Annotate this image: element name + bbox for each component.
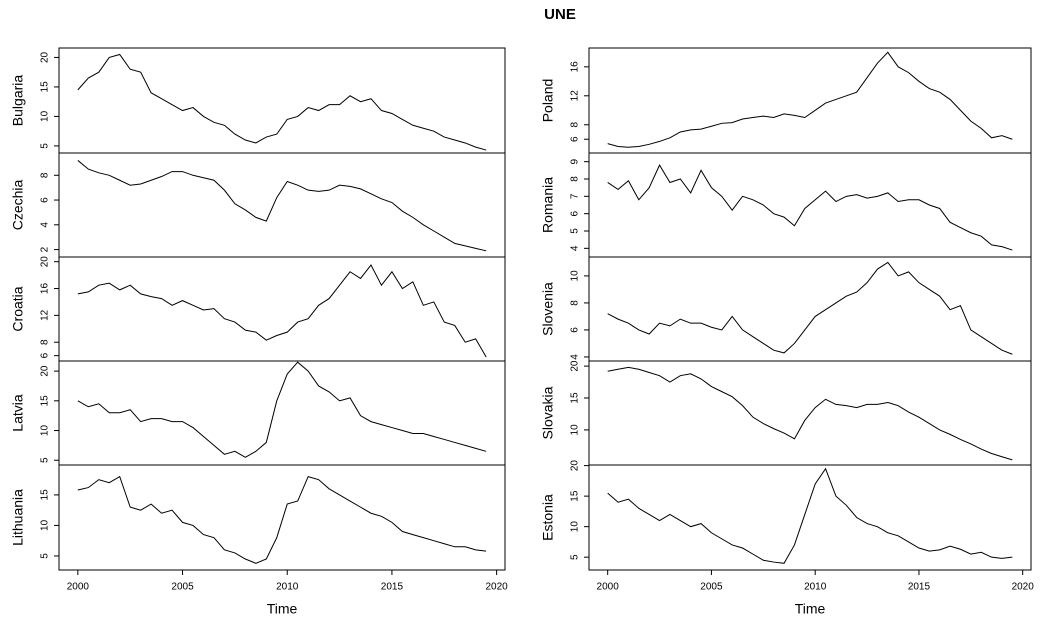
y-tick-label: 8 xyxy=(570,176,581,182)
y-tick-label: 10 xyxy=(570,521,581,533)
y-tick-label: 5 xyxy=(40,457,51,463)
x-tick-label: 2020 xyxy=(485,582,508,593)
panel-frame xyxy=(588,360,1032,466)
y-tick-label: 6 xyxy=(570,327,581,333)
y-axis-label: Romania xyxy=(540,177,556,233)
series-line xyxy=(77,53,487,151)
y-tick-label: 15 xyxy=(40,395,51,407)
y-tick-label: 4 xyxy=(570,245,581,251)
panel-frame xyxy=(588,47,1032,154)
y-tick-label: 5 xyxy=(570,228,581,234)
y-tick-label: 16 xyxy=(570,61,581,73)
x-tick-label: 2005 xyxy=(700,582,723,593)
y-axis-label: Czechia xyxy=(10,180,26,231)
y-tick-label: 9 xyxy=(570,158,581,164)
x-tick-label: 2010 xyxy=(276,582,299,593)
y-axis-label: Bulgaria xyxy=(10,75,26,127)
y-tick-label: 5 xyxy=(40,143,51,149)
y-tick-label: 8 xyxy=(570,122,581,128)
panel-frame xyxy=(58,256,506,362)
x-axis-label: Time xyxy=(795,601,826,617)
y-tick-label: 10 xyxy=(40,110,51,122)
y-tick-label: 7 xyxy=(570,193,581,199)
y-tick-label: 8 xyxy=(40,172,51,178)
y-axis-label: Latvia xyxy=(10,394,26,432)
y-tick-label: 10 xyxy=(570,270,581,282)
panel-frame xyxy=(58,360,506,466)
x-tick-label: 2005 xyxy=(171,582,194,593)
y-axis-label: Lithuania xyxy=(10,489,26,546)
series-line xyxy=(77,160,487,252)
y-tick-label: 4 xyxy=(40,222,51,228)
y-tick-label: 8 xyxy=(570,300,581,306)
y-tick-label: 2 xyxy=(40,246,51,252)
y-tick-label: 10 xyxy=(570,424,581,436)
y-tick-label: 5 xyxy=(570,554,581,560)
series-line xyxy=(607,366,1013,461)
x-tick-label: 2010 xyxy=(804,582,827,593)
x-tick-label: 2000 xyxy=(67,582,90,593)
y-tick-label: 10 xyxy=(40,519,51,531)
y-tick-label: 20 xyxy=(570,460,581,472)
series-line xyxy=(607,467,1013,564)
y-axis-label: Estonia xyxy=(540,494,556,541)
y-axis-label: Slovenia xyxy=(540,282,556,336)
x-axis-label: Time xyxy=(267,601,298,617)
series-line xyxy=(77,264,487,358)
y-tick-label: 20 xyxy=(40,256,51,268)
chart-title: UNE xyxy=(544,6,576,23)
x-tick-label: 2015 xyxy=(381,582,404,593)
y-axis-label: Croatia xyxy=(10,286,26,331)
panel-frame xyxy=(588,256,1032,362)
y-tick-label: 4 xyxy=(570,354,581,360)
y-tick-label: 5 xyxy=(40,553,51,559)
panel-frame xyxy=(58,464,506,571)
y-tick-label: 6 xyxy=(570,136,581,142)
y-axis-label: Slovakia xyxy=(540,386,556,439)
series-line xyxy=(607,51,1013,148)
y-axis-label: Poland xyxy=(540,79,556,123)
y-tick-label: 20 xyxy=(40,51,51,63)
y-tick-label: 15 xyxy=(570,490,581,502)
y-tick-label: 6 xyxy=(570,210,581,216)
y-tick-label: 12 xyxy=(570,90,581,102)
y-tick-label: 6 xyxy=(40,352,51,358)
series-line xyxy=(77,475,487,564)
series-line xyxy=(607,261,1013,355)
y-tick-label: 20 xyxy=(40,365,51,377)
panel-frame xyxy=(588,464,1032,571)
y-tick-label: 15 xyxy=(570,392,581,404)
series-line xyxy=(607,164,1013,251)
y-tick-label: 6 xyxy=(40,197,51,203)
y-tick-label: 8 xyxy=(40,339,51,345)
series-line xyxy=(77,361,487,458)
y-tick-label: 10 xyxy=(40,425,51,437)
y-tick-label: 16 xyxy=(40,283,51,295)
x-tick-label: 2020 xyxy=(1012,582,1035,593)
x-tick-label: 2015 xyxy=(908,582,931,593)
y-tick-label: 15 xyxy=(40,489,51,501)
y-tick-label: 12 xyxy=(40,309,51,321)
panel-frame xyxy=(58,152,506,258)
y-tick-label: 15 xyxy=(40,81,51,93)
panel-frame xyxy=(588,152,1032,258)
x-tick-label: 2000 xyxy=(597,582,620,593)
y-tick-label: 20 xyxy=(570,360,581,372)
